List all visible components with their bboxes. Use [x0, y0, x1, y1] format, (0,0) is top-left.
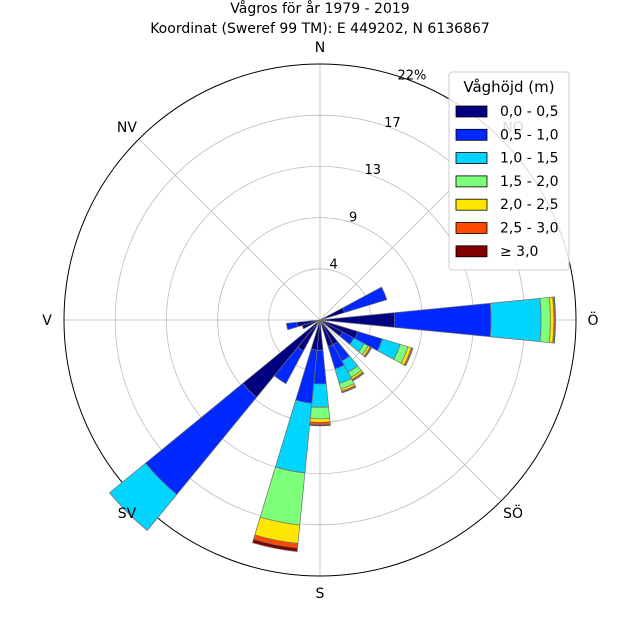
legend-label: 0,0 - 0,5 — [500, 104, 558, 120]
legend-label: 1,0 - 1,5 — [500, 151, 558, 167]
rose-segment — [404, 347, 414, 367]
rose-segment — [109, 462, 178, 531]
spoke-line — [138, 138, 321, 321]
rose-segment — [342, 286, 388, 314]
legend-label: 2,0 - 2,5 — [500, 197, 558, 213]
spoke-line — [319, 319, 502, 502]
radial-tick-label: 22% — [398, 68, 427, 83]
radial-tick-label: 13 — [365, 163, 382, 178]
rose-segment — [309, 406, 331, 420]
chart-title: Vågros för år 1979 - 2019 — [230, 0, 409, 17]
legend-items: 0,0 - 0,5 0,5 - 1,0 1,0 - 1,5 1,5 - 2,0 2,0 … — [455, 104, 558, 260]
direction-label: V — [42, 313, 52, 329]
legend-swatch — [455, 152, 488, 165]
rose-segment — [393, 302, 492, 338]
legend-swatch — [455, 175, 488, 188]
rose-segment — [489, 297, 542, 343]
legend-box — [448, 71, 570, 271]
radial-tick-labels: 4 9 13 17 22% — [329, 68, 426, 272]
rose-segment — [309, 418, 331, 423]
legend-label: 0,5 - 1,0 — [500, 127, 558, 143]
direction-label: SÖ — [503, 504, 523, 522]
legend-swatch — [455, 128, 488, 141]
rose-segment — [364, 346, 373, 358]
legend-swatch — [455, 245, 488, 258]
radial-tick-label: 4 — [329, 258, 337, 273]
outer-ring — [63, 63, 577, 577]
direction-label: SV — [118, 506, 137, 522]
direction-label: N — [315, 40, 325, 56]
rose-segment — [341, 386, 357, 394]
rose-segment — [309, 423, 331, 427]
legend-swatch — [455, 222, 488, 234]
rose-segment — [259, 466, 306, 526]
direction-label: NV — [117, 120, 137, 136]
legend-swatch — [455, 105, 488, 118]
radial-tick-label: 17 — [384, 116, 401, 131]
rose-segment — [252, 538, 298, 552]
legend-label: ≥ 3,0 — [500, 244, 538, 260]
legend-label: 1,5 - 2,0 — [500, 174, 558, 190]
rose-segment — [145, 382, 258, 495]
rose-sectors — [109, 286, 556, 552]
rose-segment — [286, 321, 299, 331]
rose-segment — [274, 399, 313, 474]
radial-tick-label: 9 — [349, 210, 357, 225]
legend-label: 2,5 - 3,0 — [500, 221, 558, 237]
direction-label: Ö — [587, 311, 598, 329]
legend: Våghöjd (m) 0,0 - 0,5 0,5 - 1,0 1,0 - 1,5 1… — [448, 71, 570, 271]
legend-title: Våghöjd (m) — [463, 78, 554, 96]
legend-swatch — [455, 198, 488, 211]
rose-segment — [539, 297, 551, 343]
direction-label: S — [316, 586, 325, 602]
chart-subtitle: Koordinat (Sweref 99 TM): E 449202, N 61… — [150, 21, 490, 37]
rose-segment — [553, 296, 556, 344]
rose-segment — [311, 383, 329, 408]
